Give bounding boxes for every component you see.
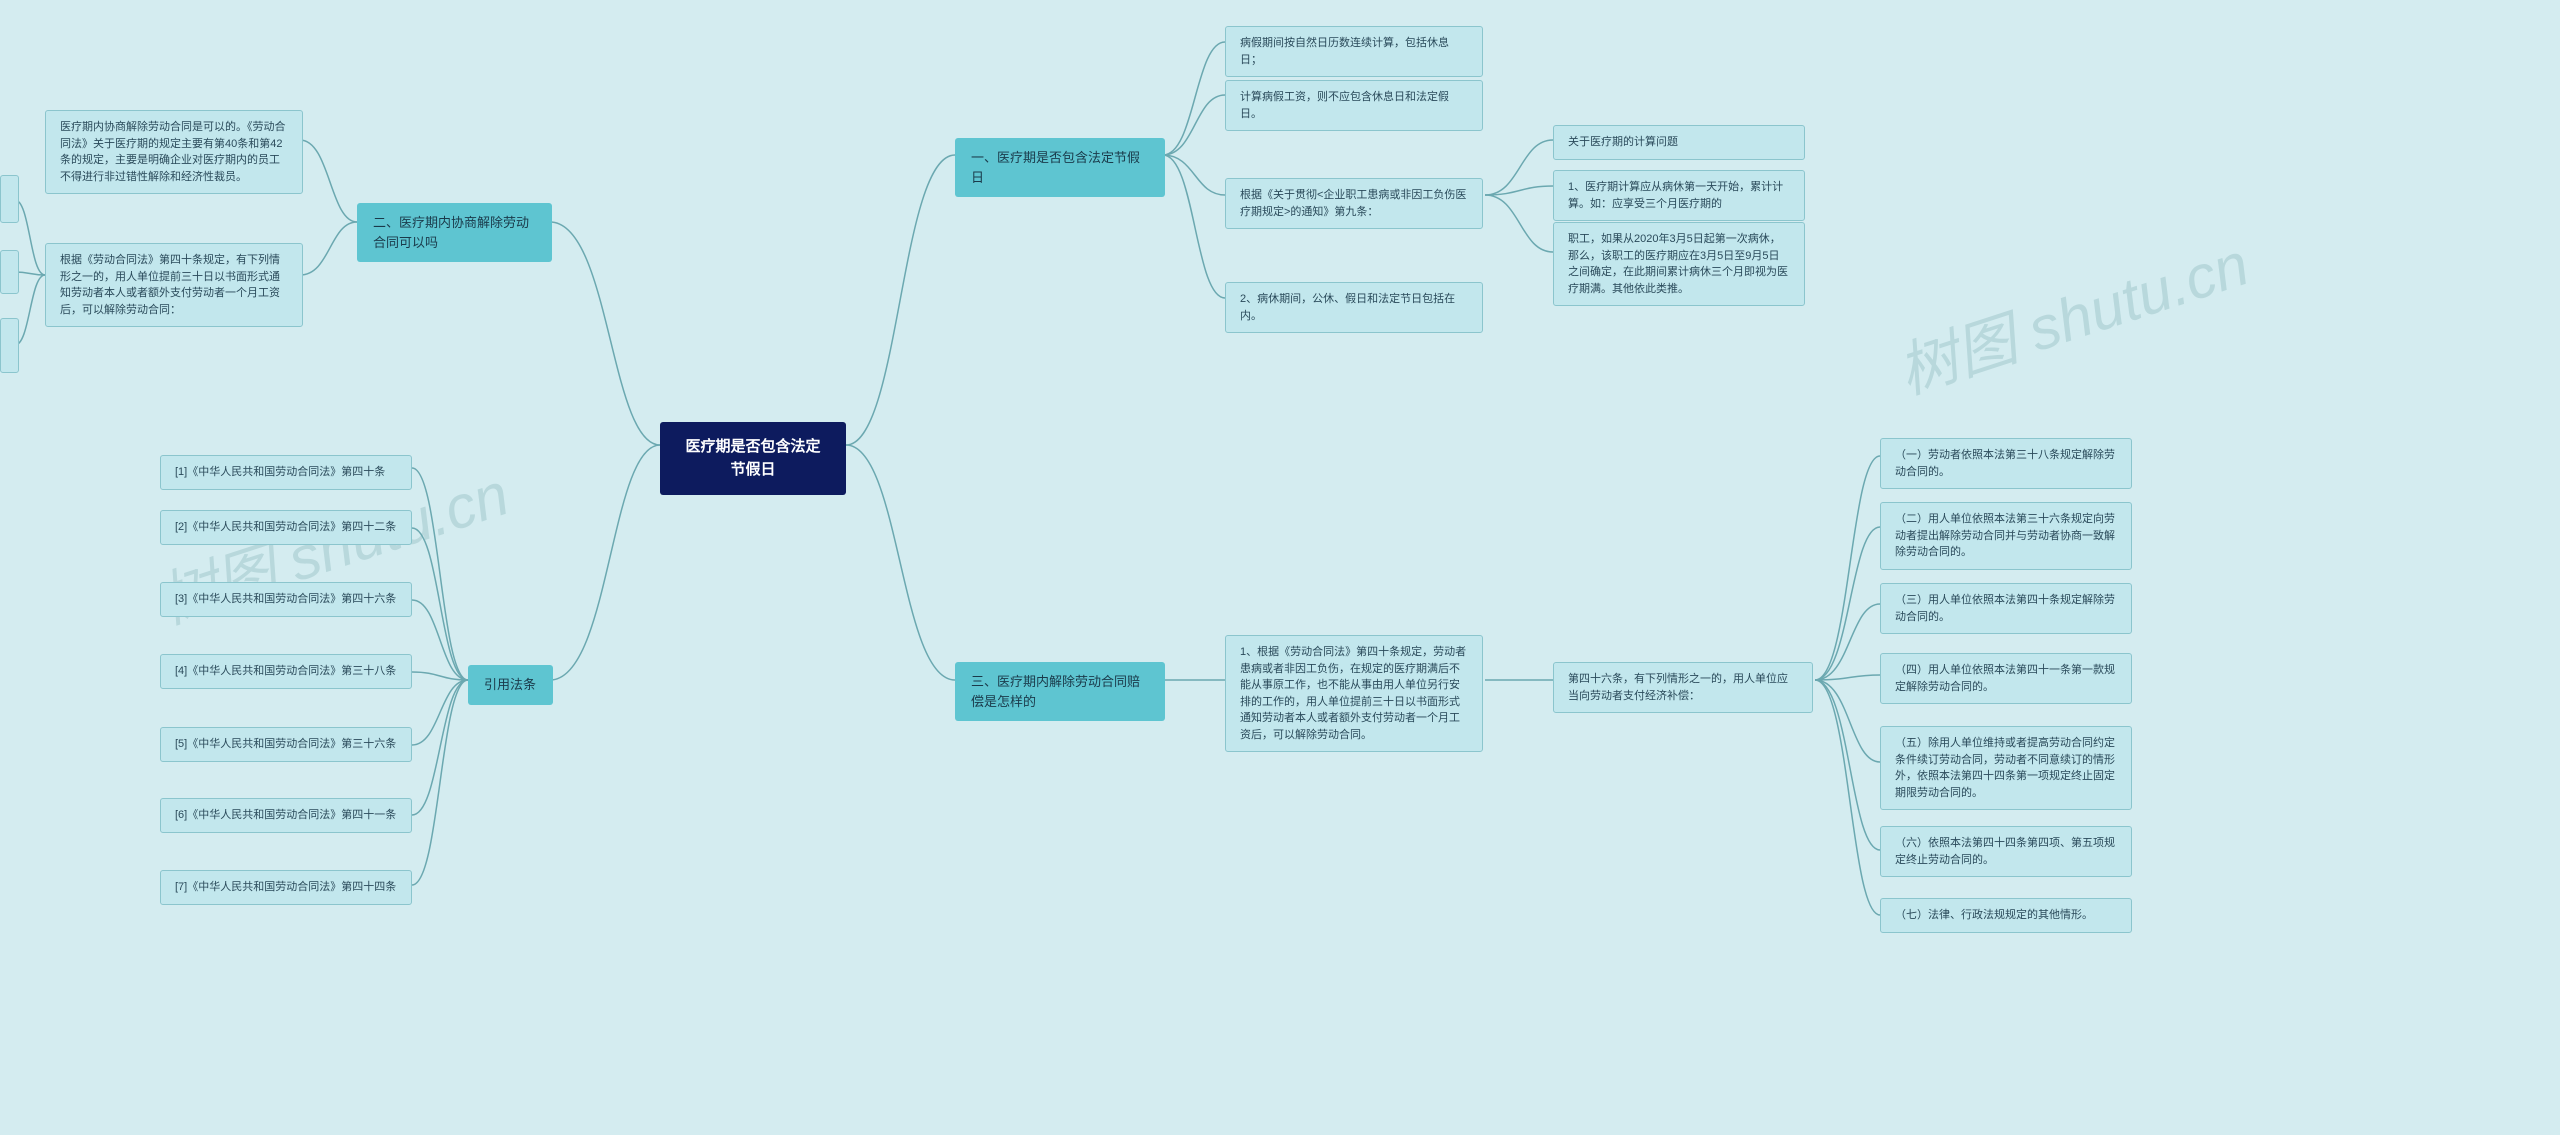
s3-item-2-5: （五）除用人单位维持或者提高劳动合同约定条件续订劳动合同，劳动者不同意续订的情形… [1880,726,2132,810]
s4-item-2: [2]《中华人民共和国劳动合同法》第四十二条 [160,510,412,545]
s3-item-2-3: （三）用人单位依照本法第四十条规定解除劳动合同的。 [1880,583,2132,634]
s3-item-2-2: （二）用人单位依照本法第三十六条规定向劳动者提出解除劳动合同并与劳动者协商一致解… [1880,502,2132,570]
s4-item-1: [1]《中华人民共和国劳动合同法》第四十条 [160,455,412,490]
connectors [0,0,2560,1135]
s2-bracket-3 [0,318,19,373]
s1-item-3-1: 关于医疗期的计算问题 [1553,125,1805,160]
section-2: 二、医疗期内协商解除劳动合同可以吗 [357,203,552,262]
s3-item-2: 第四十六条，有下列情形之一的，用人单位应当向劳动者支付经济补偿： [1553,662,1813,713]
s4-item-3: [3]《中华人民共和国劳动合同法》第四十六条 [160,582,412,617]
root-node: 医疗期是否包含法定节假日 [660,422,846,495]
s4-item-5: [5]《中华人民共和国劳动合同法》第三十六条 [160,727,412,762]
s3-item-2-1: （一）劳动者依照本法第三十八条规定解除劳动合同的。 [1880,438,2132,489]
s3-item-2-7: （七）法律、行政法规规定的其他情形。 [1880,898,2132,933]
s1-item-2: 计算病假工资，则不应包含休息日和法定假日。 [1225,80,1483,131]
section-1: 一、医疗期是否包含法定节假日 [955,138,1165,197]
s1-item-4: 2、病休期间，公休、假日和法定节日包括在内。 [1225,282,1483,333]
s1-item-1: 病假期间按自然日历数连续计算，包括休息日； [1225,26,1483,77]
s2-item-2: 根据《劳动合同法》第四十条规定，有下列情形之一的，用人单位提前三十日以书面形式通… [45,243,303,327]
s1-item-3: 根据《关于贯彻<企业职工患病或非因工负伤医疗期规定>的通知》第九条： [1225,178,1483,229]
section-4: 引用法条 [468,665,553,705]
s1-item-3-2: 1、医疗期计算应从病休第一天开始，累计计算。如：应享受三个月医疗期的 [1553,170,1805,221]
s3-item-1: 1、根据《劳动合同法》第四十条规定，劳动者患病或者非因工负伤，在规定的医疗期满后… [1225,635,1483,752]
s2-item-1: 医疗期内协商解除劳动合同是可以的。《劳动合同法》关于医疗期的规定主要有第40条和… [45,110,303,194]
watermark: 树图 shutu.cn [1885,216,2258,411]
s3-item-2-6: （六）依照本法第四十四条第四项、第五项规定终止劳动合同的。 [1880,826,2132,877]
s4-item-6: [6]《中华人民共和国劳动合同法》第四十一条 [160,798,412,833]
s4-item-7: [7]《中华人民共和国劳动合同法》第四十四条 [160,870,412,905]
s4-item-4: [4]《中华人民共和国劳动合同法》第三十八条 [160,654,412,689]
s2-bracket-1 [0,175,19,223]
section-3: 三、医疗期内解除劳动合同赔偿是怎样的 [955,662,1165,721]
s3-item-2-4: （四）用人单位依照本法第四十一条第一款规定解除劳动合同的。 [1880,653,2132,704]
s2-bracket-2 [0,250,19,294]
s1-item-3-3: 职工，如果从2020年3月5日起第一次病休，那么，该职工的医疗期应在3月5日至9… [1553,222,1805,306]
